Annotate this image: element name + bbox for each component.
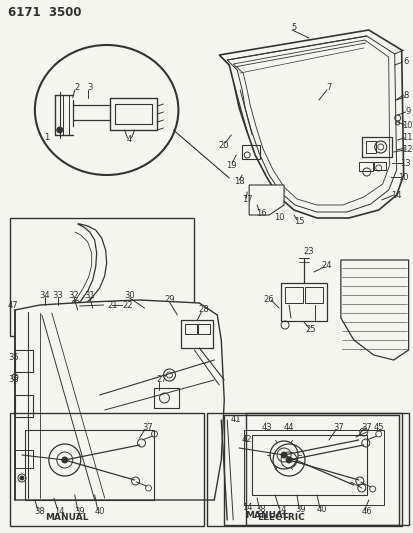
Text: 41: 41 [230,416,241,424]
Text: 47: 47 [8,301,19,310]
Text: 38: 38 [34,507,45,516]
Text: 10: 10 [401,120,412,130]
Text: 23: 23 [303,247,313,256]
Bar [109,98,157,130]
Bar [365,141,375,153]
Bar [185,324,197,334]
Text: 16: 16 [255,208,266,217]
Text: 44: 44 [283,424,294,432]
Polygon shape [15,300,224,500]
Circle shape [285,457,291,463]
Polygon shape [244,430,383,505]
Text: 19: 19 [225,160,236,169]
Text: 15: 15 [293,217,304,227]
Text: 8: 8 [402,91,407,100]
Bar [373,162,385,170]
Bar [285,287,302,303]
Text: MANUAL: MANUAL [45,513,88,522]
Text: 13: 13 [399,158,410,167]
Bar [15,450,33,468]
Text: 7: 7 [325,84,331,93]
Text: 14: 14 [55,507,65,516]
Text: 45: 45 [373,424,383,432]
Ellipse shape [35,45,178,175]
Text: 40: 40 [94,507,104,516]
Text: 30: 30 [124,292,135,301]
Bar [280,283,326,321]
Text: 38: 38 [255,505,266,514]
Text: 10: 10 [273,214,284,222]
Text: 18: 18 [233,177,244,187]
Text: 5: 5 [291,23,296,33]
Text: 31: 31 [84,290,95,300]
Text: 17: 17 [241,196,252,205]
Text: MANUAL: MANUAL [245,512,288,521]
Bar [242,145,259,159]
Text: 14: 14 [390,190,401,199]
Text: 29: 29 [164,295,174,304]
Text: 9: 9 [404,108,409,117]
Polygon shape [249,185,283,215]
Text: 6171  3500: 6171 3500 [8,5,81,19]
Text: 42: 42 [241,435,252,445]
Text: 36: 36 [8,376,19,384]
Text: 2: 2 [74,84,79,93]
Bar [154,388,179,408]
Text: 37: 37 [361,423,371,432]
Text: 39: 39 [295,505,306,514]
Bar [15,350,33,372]
Bar [114,104,152,124]
Text: 22: 22 [122,301,133,310]
Polygon shape [340,260,408,360]
Text: 46: 46 [361,507,371,516]
Text: 14: 14 [241,504,252,513]
Circle shape [280,452,286,458]
Text: 3: 3 [87,84,92,93]
Text: 27: 27 [156,376,166,384]
Text: 1: 1 [44,133,49,142]
Text: 32: 32 [68,290,79,300]
Text: 37: 37 [333,424,344,432]
Bar [224,415,398,525]
Text: 21: 21 [107,301,118,310]
Bar [224,415,398,525]
Text: ELECTRIC: ELECTRIC [256,513,304,522]
Circle shape [20,476,24,480]
Bar [198,324,210,334]
Polygon shape [54,224,107,330]
Bar [246,413,408,525]
Text: 24: 24 [321,261,331,270]
Text: 26: 26 [263,295,274,304]
Text: 33: 33 [52,290,63,300]
Bar [304,287,322,303]
Text: 25: 25 [305,326,316,335]
Text: 20: 20 [218,141,228,149]
Text: 43: 43 [261,424,272,432]
Text: 37: 37 [142,424,152,432]
Circle shape [57,127,63,133]
Polygon shape [219,30,403,218]
Text: 34: 34 [40,290,50,300]
Bar [252,435,366,495]
Text: 12: 12 [401,146,412,155]
Text: 6: 6 [402,58,407,67]
Circle shape [74,302,78,306]
Text: 10: 10 [397,173,408,182]
Bar [361,137,391,157]
Text: 39: 39 [74,507,85,516]
Bar [181,320,213,348]
Bar [15,395,33,417]
Bar [358,162,372,171]
Circle shape [62,457,68,463]
Text: 11: 11 [401,133,412,142]
Bar [10,218,194,336]
Text: 28: 28 [197,305,208,314]
Text: 40: 40 [316,505,326,514]
Bar [10,413,204,526]
Text: 14: 14 [275,505,286,514]
Bar [25,430,154,500]
Text: 35: 35 [8,353,19,362]
Text: 4: 4 [127,135,132,144]
Bar [207,413,401,526]
